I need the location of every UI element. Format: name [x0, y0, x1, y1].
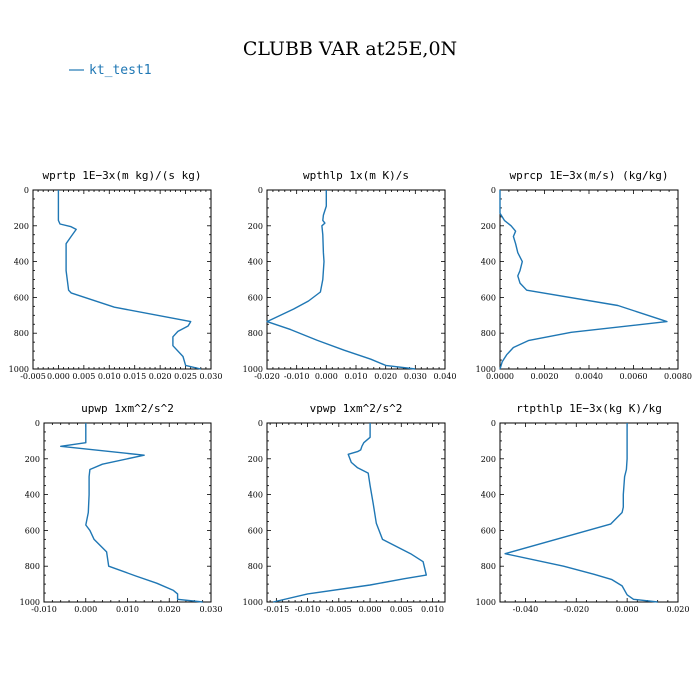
panel-title: rtpthlp 1E−3x(kg K)/kg: [516, 402, 662, 415]
x-tick-label: 0.010: [345, 372, 368, 381]
panel-title: wprtp 1E−3x(m kg)/(s kg): [43, 169, 202, 182]
x-tick-label: 0.000: [359, 605, 382, 614]
y-tick-label: 200: [481, 455, 496, 464]
y-tick-label: 600: [481, 293, 496, 302]
x-tick-label: 0.015: [123, 372, 146, 381]
x-tick-label: -0.020: [563, 605, 589, 614]
series-line: [499, 190, 668, 370]
x-tick-label: 0.0040: [575, 372, 603, 381]
y-tick-label: 400: [481, 491, 496, 500]
y-tick-label: 400: [481, 258, 496, 267]
y-tick-label: 0: [24, 186, 29, 195]
x-tick-label: 0.020: [374, 372, 397, 381]
x-tick-label: 0.000: [74, 605, 97, 614]
x-tick-label: -0.020: [254, 372, 280, 381]
panel-3: wprcp 1E−3x(m/s) (kg/kg) 0.0000 0.0020 0.00…: [476, 169, 692, 381]
y-tick-label: 200: [248, 455, 263, 464]
x-tick-label: 0.000: [315, 372, 338, 381]
panel-6: rtpthlp 1E−3x(kg K)/kg -0.040 -0.020 0.000 0…: [476, 402, 690, 614]
legend-label: kt_test1: [89, 63, 152, 78]
y-tick-label: 1000: [476, 598, 496, 607]
x-tick-label: 0.020: [158, 605, 181, 614]
y-tick-label: 600: [25, 526, 40, 535]
x-tick-label: -0.010: [295, 605, 321, 614]
y-tick-label: 800: [248, 329, 263, 338]
x-tick-label: 0.0060: [620, 372, 648, 381]
x-tick-label: 0.040: [434, 372, 457, 381]
series-line: [504, 423, 658, 603]
y-tick-label: 0: [258, 419, 263, 428]
x-tick-label: 0.0000: [486, 372, 514, 381]
panel-5: vpwp 1xm^2/s^2 -0.015 -0.010 -0.005 0.000 0.0…: [243, 402, 446, 614]
series-line: [60, 423, 203, 603]
y-tick-label: 0: [491, 419, 496, 428]
y-tick-label: 800: [14, 329, 29, 338]
series-line: [273, 423, 427, 603]
y-tick-label: 400: [14, 258, 29, 267]
y-tick-label: 1000: [9, 365, 29, 374]
panel-1: wprtp 1E−3x(m kg)/(s kg) -0.005 0.000 0.005…: [9, 169, 223, 381]
plot-frame: [266, 422, 446, 603]
y-tick-label: 600: [481, 526, 496, 535]
x-tick-label: -0.005: [326, 605, 352, 614]
y-tick-label: 400: [248, 258, 263, 267]
x-tick-label: 0.000: [47, 372, 70, 381]
panel-title: vpwp 1xm^2/s^2: [310, 402, 403, 415]
y-tick-label: 1000: [243, 365, 263, 374]
panel-title: wpthlp 1x(m K)/s: [303, 169, 409, 182]
figure-title: CLUBB VAR at25E,0N: [243, 38, 457, 60]
x-tick-label: 0.0020: [531, 372, 559, 381]
y-tick-label: 0: [35, 419, 40, 428]
x-tick-label: 0.010: [116, 605, 139, 614]
y-tick-label: 400: [25, 491, 40, 500]
x-tick-label: 0.030: [404, 372, 427, 381]
panel-4: upwp 1xm^2/s^2 -0.010 0.000 0.010 0.020 0.030…: [20, 402, 223, 614]
panels: wprtp 1E−3x(m kg)/(s kg)-0.005 0.000 0.005…: [9, 169, 692, 614]
y-tick-label: 1000: [20, 598, 40, 607]
y-tick-label: 200: [481, 222, 496, 231]
x-tick-label: 0.005: [390, 605, 413, 614]
y-tick-label: 0: [258, 186, 263, 195]
plot-frame: [43, 422, 212, 603]
panel-2: wpthlp 1x(m K)/s -0.020 -0.010 0.000 0.010 0.…: [243, 169, 457, 381]
y-tick-label: 200: [25, 455, 40, 464]
x-tick-label: -0.040: [513, 605, 539, 614]
plot-frame: [266, 189, 446, 370]
x-tick-label: 0.0080: [664, 372, 692, 381]
x-tick-label: -0.010: [31, 605, 57, 614]
panel-title: upwp 1xm^2/s^2: [81, 402, 174, 415]
y-tick-label: 600: [248, 526, 263, 535]
y-tick-label: 800: [481, 562, 496, 571]
y-tick-label: 600: [248, 293, 263, 302]
y-tick-label: 1000: [243, 598, 263, 607]
series-line: [57, 190, 201, 370]
plot-frame: [499, 422, 679, 603]
x-tick-label: 0.020: [149, 372, 172, 381]
y-tick-label: 800: [248, 562, 263, 571]
y-tick-label: 0: [491, 186, 496, 195]
x-tick-label: 0.010: [421, 605, 444, 614]
y-tick-label: 1000: [476, 365, 496, 374]
y-tick-label: 200: [248, 222, 263, 231]
series-line: [266, 190, 416, 370]
x-tick-label: -0.015: [264, 605, 290, 614]
x-tick-label: 0.025: [174, 372, 197, 381]
x-tick-label: 0.030: [200, 372, 223, 381]
x-tick-label: -0.010: [284, 372, 310, 381]
x-tick-label: 0.010: [98, 372, 121, 381]
y-tick-label: 800: [25, 562, 40, 571]
y-tick-label: 400: [248, 491, 263, 500]
plot-frame: [32, 189, 212, 370]
y-tick-label: 600: [14, 293, 29, 302]
y-tick-label: 200: [14, 222, 29, 231]
panel-title: wprcp 1E−3x(m/s) (kg/kg): [510, 169, 669, 182]
x-tick-label: 0.020: [667, 605, 690, 614]
x-tick-label: 0.005: [72, 372, 95, 381]
x-tick-label: 0.000: [616, 605, 639, 614]
y-tick-label: 800: [481, 329, 496, 338]
x-tick-label: -0.005: [20, 372, 46, 381]
x-tick-label: 0.030: [200, 605, 223, 614]
